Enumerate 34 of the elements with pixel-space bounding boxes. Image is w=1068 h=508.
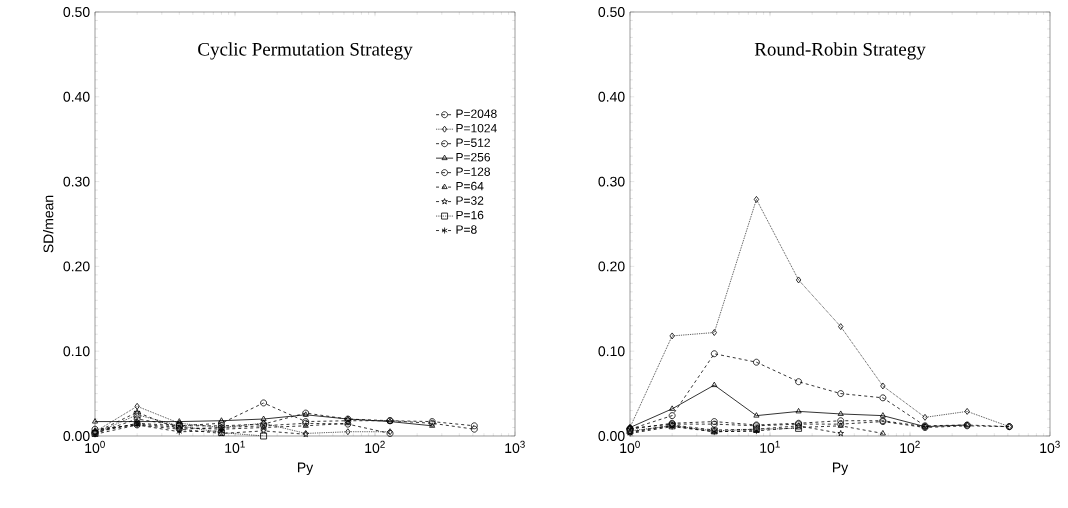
legend-label: P=2048 [456, 109, 497, 118]
x-axis-title: Py [297, 462, 314, 476]
x-tick-label: 10$^{1}$ [760, 440, 780, 453]
y-tick-label: 0.20 [598, 261, 625, 272]
y-tick-label: 0.30 [598, 176, 625, 187]
text: Cyclic Permutation Strategy [198, 42, 413, 60]
legend-label: P=64 [456, 181, 484, 191]
y-tick-label: 0.50 [598, 7, 625, 17]
legend-label: P=1024 [456, 123, 497, 133]
y-tick-label: 0.30 [63, 176, 90, 187]
x-tick-label: 10$^{2}$ [365, 440, 385, 454]
legend-label: P=16 [456, 210, 484, 220]
y-tick-label: 0.50 [63, 7, 90, 17]
legend-label: P=32 [456, 196, 484, 205]
y-tick-label: 0.20 [63, 261, 90, 272]
y-tick-label: 0.00 [63, 431, 90, 441]
x-tick-label: 10$^{0}$ [620, 440, 640, 454]
y-tick-label: 0.40 [63, 91, 90, 102]
text: Round-Robin Strategy [754, 42, 926, 60]
x-tick-label: 10$^{3}$ [505, 440, 525, 454]
x-tick-label: 10$^{2}$ [900, 440, 920, 454]
x-tick-label: 10$^{3}$ [1040, 440, 1060, 454]
x-axis-title: Py [832, 462, 849, 476]
y-axis-title: SD/mean [43, 195, 54, 253]
legend-label: P=512 [456, 138, 490, 147]
y-tick-label: 0.10 [598, 346, 625, 357]
y-tick-label: 0.00 [598, 431, 625, 441]
y-tick-label: 0.40 [598, 91, 625, 102]
y-tick-label: 0.10 [63, 346, 90, 357]
legend-label: P=8 [456, 225, 477, 234]
x-tick-label: 10$^{0}$ [85, 440, 105, 454]
legend-label: P=128 [456, 167, 491, 176]
x-tick-label: 10$^{1}$ [225, 440, 245, 453]
legend-label: P=256 [456, 152, 491, 162]
